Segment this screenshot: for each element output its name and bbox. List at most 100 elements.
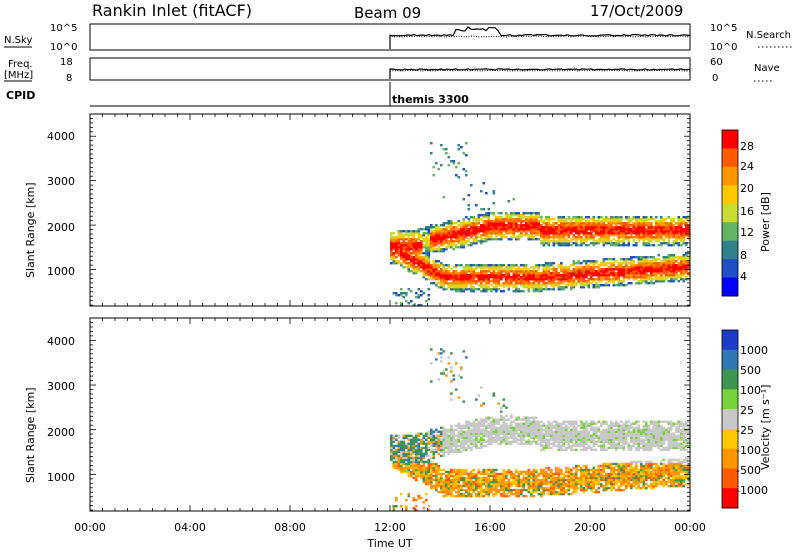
echo-cell [667,280,671,283]
echo-cell [647,224,651,227]
echo-cell [637,230,641,233]
echo-cell [440,244,443,247]
echo-cell [417,250,421,253]
echo-cell [652,258,656,261]
echo-cell [400,244,403,247]
echo-cell [482,434,486,437]
echo-cell [495,232,498,235]
echo-cell [532,472,536,476]
echo-cell [665,276,668,279]
echo-cell [570,436,573,439]
echo-cell [540,492,543,496]
echo-cell [532,434,536,437]
echo-cell [420,256,423,259]
echo-cell [512,278,516,281]
echo-cell [637,276,641,279]
echo-cell [505,414,508,417]
echo-cell [550,442,553,445]
echo-cell [535,230,538,233]
echo-cell [547,480,551,484]
echo-cell [532,270,536,273]
echo-cell [445,430,448,433]
echo-cell [552,282,556,285]
echo-cell [500,216,503,219]
echo-cell [510,474,513,478]
echo-cell [462,400,466,403]
echo-cell [535,272,538,275]
echo-cell [565,232,568,235]
echo-cell [522,470,526,474]
echo-cell [547,230,551,233]
echo-cell [510,264,513,267]
echo-cell [525,266,528,269]
echo-cell [597,220,601,223]
echo-cell [487,264,491,267]
echo-cell [522,430,526,433]
echo-cell [675,274,678,277]
echo-cell [515,482,518,486]
echo-cell [435,244,438,247]
echo-cell [457,476,461,480]
echo-cell [565,272,568,275]
echo-cell [435,474,438,478]
echo-cell [457,234,461,237]
echo-cell [617,218,621,221]
echo-cell [482,418,486,421]
echo-cell [667,232,671,235]
echo-cell [635,276,638,279]
echo-cell [480,422,483,425]
echo-cell [562,492,566,496]
echo-cell [482,470,486,474]
echo-cell [455,232,458,235]
echo-cell [425,228,428,231]
echo-cell [562,240,566,243]
echo-cell [552,278,556,281]
echo-cell [600,234,603,237]
echo-cell [562,472,566,476]
echo-cell [467,424,471,427]
echo-cell [557,484,561,488]
echo-cell [555,268,558,271]
echo-cell [487,222,491,225]
echo-cell [437,446,441,450]
echo-cell [575,478,578,482]
echo-cell [415,460,418,464]
echo-cell [565,266,568,269]
echo-cell [427,458,431,462]
echo-cell [402,258,406,261]
echo-cell [532,228,536,231]
echo-cell [425,256,428,259]
echo-cell [492,276,496,279]
echo-cell [487,236,491,239]
echo-cell [470,448,473,452]
echo-cell [532,278,536,281]
echo-cell [470,422,473,425]
echo-cell [402,450,406,454]
echo-cell [570,238,573,241]
echo-cell [422,500,426,504]
echo-cell [635,242,638,245]
echo-cell [437,234,441,237]
echo-cell [567,470,571,474]
echo-cell [592,470,596,474]
echo-cell [677,276,681,279]
echo-cell [660,238,663,241]
echo-cell [522,234,526,237]
echo-cell [640,236,643,239]
echo-cell [497,442,501,445]
echo-cell [452,378,456,381]
echo-cell [632,256,636,259]
echo-cell [677,236,681,239]
echo-cell [450,480,453,484]
echo-cell [585,230,588,233]
echo-cell [662,264,666,267]
echo-cell [435,470,438,474]
echo-cell [485,424,488,427]
echo-cell [665,264,668,267]
echo-cell [427,256,431,259]
echo-cell [470,440,473,443]
echo-cell [440,476,443,480]
echo-cell [542,474,546,478]
echo-cell [590,426,593,429]
echo-cell [567,434,571,437]
